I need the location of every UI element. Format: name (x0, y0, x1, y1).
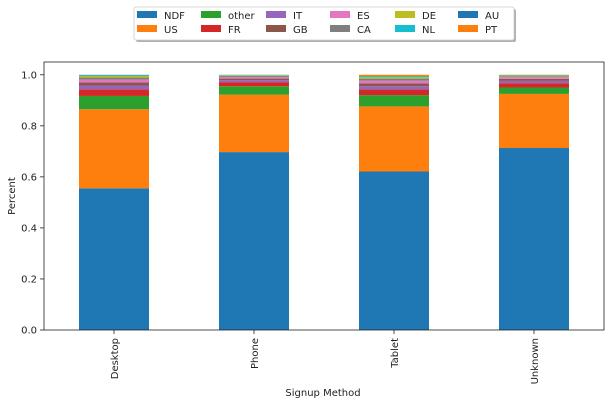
legend-swatch-ca (330, 25, 350, 32)
bar-segment-us-unknown (499, 93, 569, 149)
legend: NDF US other FR IT GB ES CA DE NL AU PT (133, 6, 516, 42)
bar-segment-ndf-desktop (79, 188, 149, 330)
y-tick-label: 1.0 (21, 70, 37, 81)
bar-segment-es-desktop (79, 79, 149, 83)
bar-segment-nl-phone (219, 74, 289, 76)
plot-frame (43, 61, 605, 331)
bar-segment-fr-desktop (79, 89, 149, 96)
legend-swatch-de (395, 11, 415, 18)
bar-segment-ca-tablet (359, 78, 429, 81)
x-tick-label-tablet: Tablet (390, 338, 401, 369)
bar-segment-ndf-tablet (359, 171, 429, 330)
bar-segment-es-unknown (499, 77, 569, 79)
legend-swatch-es (330, 11, 350, 18)
bar-segment-pt-tablet (359, 74, 429, 77)
bar-segment-it-desktop (79, 85, 149, 90)
bar-segment-de-phone (219, 75, 289, 77)
bar-segment-other-desktop (79, 95, 149, 110)
bar-segment-us-desktop (79, 109, 149, 189)
legend-swatch-pt (458, 25, 478, 32)
legend-label-fr: FR (228, 25, 241, 36)
y-tick-label: 0.4 (21, 223, 37, 234)
legend-swatch-ndf (137, 11, 157, 18)
legend-label-au: AU (485, 11, 499, 22)
bar-segment-de-desktop (79, 76, 149, 78)
x-axis: Desktop Phone Tablet Unknown (110, 330, 541, 384)
legend-swatch-other (201, 11, 221, 18)
bar-segment-other-tablet (359, 95, 429, 107)
legend-label-other: other (228, 11, 256, 22)
bar-segment-nl-unknown (499, 75, 569, 76)
legend-box (133, 6, 515, 41)
bar-segment-es-phone (219, 77, 289, 79)
bar-segment-de-unknown (499, 75, 569, 77)
bar-segment-it-unknown (499, 80, 569, 84)
bar-segment-nl-tablet (359, 76, 429, 78)
legend-swatch-gb (266, 25, 286, 32)
bar-segment-us-phone (219, 94, 289, 153)
legend-label-us: US (164, 25, 178, 36)
bar-segment-it-phone (219, 80, 289, 83)
bar-segment-fr-unknown (499, 83, 569, 88)
bar-segment-es-tablet (359, 80, 429, 84)
y-axis-label: Percent (7, 177, 18, 215)
legend-label-de: DE (422, 11, 436, 22)
bar-segment-other-phone (219, 86, 289, 95)
legend-label-es: ES (357, 11, 370, 22)
legend-label-it: IT (293, 11, 303, 22)
legend-swatch-nl (395, 25, 415, 32)
bar-segment-ca-phone (219, 76, 289, 78)
y-axis: 0.0 0.2 0.4 0.6 0.8 1.0 (21, 70, 44, 337)
bar-segment-gb-unknown (499, 78, 569, 81)
bar-segment-it-tablet (359, 86, 429, 90)
bar-segment-nl-desktop (79, 75, 149, 77)
y-tick-label: 0.6 (21, 172, 37, 183)
legend-label-gb: GB (293, 25, 308, 36)
legend-swatch-it (266, 11, 286, 18)
bar-segment-ndf-phone (219, 152, 289, 330)
legend-swatch-us (137, 25, 157, 32)
bar-segment-gb-phone (219, 78, 289, 81)
bar-segment-gb-tablet (359, 83, 429, 87)
bar-segment-ndf-unknown (499, 148, 569, 330)
bar-segment-other-unknown (499, 87, 569, 94)
bar-segment-gb-desktop (79, 82, 149, 86)
plot-area (43, 61, 605, 331)
y-tick-label: 0.8 (21, 121, 37, 132)
bar-segment-us-tablet (359, 106, 429, 172)
x-tick-label-phone: Phone (250, 338, 261, 369)
x-axis-label: Signup Method (285, 388, 360, 399)
bar-segment-fr-phone (219, 82, 289, 87)
legend-label-nl: NL (422, 25, 435, 36)
legend-label-ca: CA (357, 25, 371, 36)
x-tick-label-desktop: Desktop (110, 338, 121, 379)
y-tick-label: 0.2 (21, 274, 37, 285)
x-tick-label-unknown: Unknown (530, 338, 541, 384)
legend-label-ndf: NDF (164, 11, 185, 22)
bar-segment-fr-tablet (359, 89, 429, 96)
legend-label-pt: PT (485, 25, 498, 36)
bar-segment-ca-desktop (79, 77, 149, 80)
bar-segment-ca-unknown (499, 76, 569, 78)
legend-swatch-fr (201, 25, 221, 32)
y-tick-label: 0.0 (21, 326, 37, 337)
legend-swatch-au (458, 11, 478, 18)
bar-segment-de-tablet (359, 77, 429, 79)
